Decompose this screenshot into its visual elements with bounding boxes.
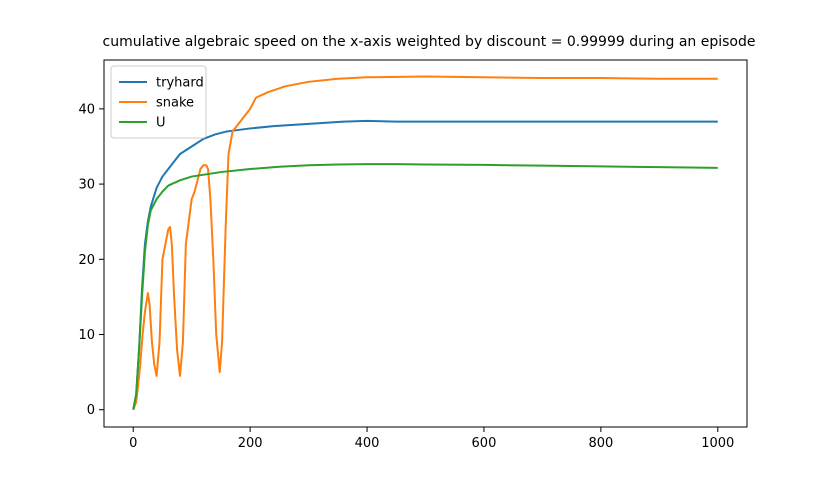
legend-label-snake: snake (156, 96, 194, 111)
legend-box (110, 65, 207, 139)
y-tick-label: 20 (78, 253, 95, 268)
x-tick-label: 1000 (701, 436, 734, 451)
x-tick-label: 600 (472, 436, 497, 451)
plot-frame (103, 59, 748, 428)
plot-area (132, 75, 718, 411)
chart-title: cumulative algebraic speed on the x-axis… (103, 34, 756, 50)
legend: tryhard snake U (110, 65, 207, 139)
y-tick-label: 10 (78, 328, 95, 343)
x-tick-label: 0 (129, 436, 137, 451)
y-tick-label: 0 (87, 403, 95, 418)
x-tick-label: 800 (588, 436, 613, 451)
y-tick-label: 40 (78, 102, 95, 117)
series-line-snake (132, 75, 718, 411)
legend-label-u: U (156, 116, 166, 131)
axes: 0 200 400 600 800 1000 0 10 20 30 40 (78, 102, 734, 451)
x-tick-label: 200 (238, 436, 263, 451)
legend-label-tryhard: tryhard (156, 76, 204, 91)
series-line-u (132, 163, 718, 410)
x-tick-label: 400 (355, 436, 380, 451)
y-tick-label: 30 (78, 178, 95, 193)
